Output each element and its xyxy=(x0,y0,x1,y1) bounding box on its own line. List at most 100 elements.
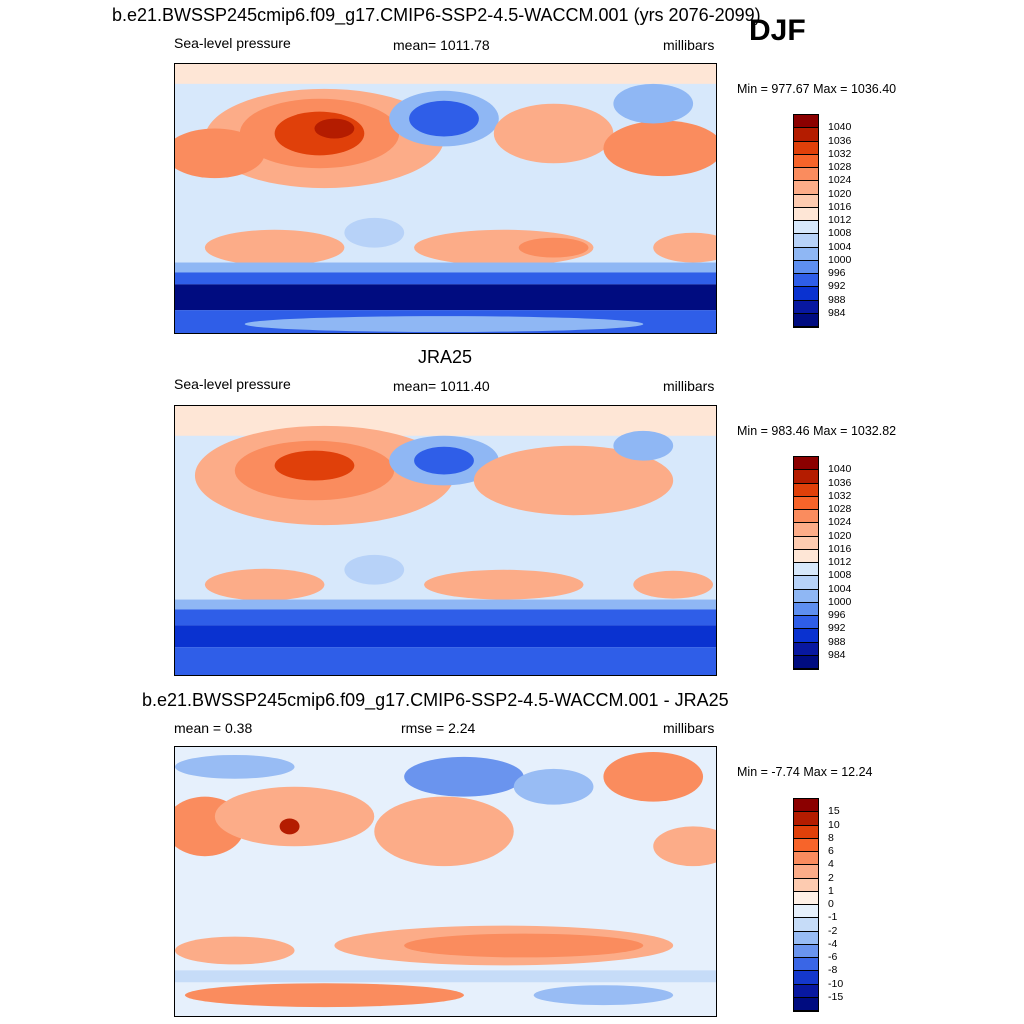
colorbar-swatch xyxy=(794,825,818,839)
colorbar-tick-label: -1 xyxy=(828,911,838,924)
colorbar-swatch xyxy=(794,905,818,919)
colorbar-swatch xyxy=(794,128,818,142)
colorbar-tick-label: 8 xyxy=(828,831,834,844)
colorbar-swatch xyxy=(794,812,818,826)
panel-1-mean-label: mean= 1011.78 xyxy=(393,37,490,53)
colorbar-swatch xyxy=(794,181,818,195)
colorbar-tick-label: 988 xyxy=(828,293,846,306)
colorbar-swatch xyxy=(794,563,818,577)
colorbar-tick-label: 1016 xyxy=(828,542,852,555)
panel-3-map xyxy=(174,746,717,1017)
colorbar-swatch xyxy=(794,852,818,866)
colorbar-tick-label: 6 xyxy=(828,845,834,857)
colorbar-swatch xyxy=(794,234,818,248)
panel-3-colorbar xyxy=(793,798,819,1012)
colorbar-swatch xyxy=(794,115,818,129)
colorbar-swatch xyxy=(794,194,818,208)
panel-2-minmax: Min = 983.46 Max = 1032.82 xyxy=(737,424,897,438)
panel-3-rmse-label: rmse = 2.24 xyxy=(401,720,476,736)
panel-1-title: b.e21.BWSSP245cmip6.f09_g17.CMIP6-SSP2-4… xyxy=(112,5,761,25)
colorbar-swatch xyxy=(794,483,818,497)
colorbar-swatch xyxy=(794,221,818,235)
colorbar-swatch xyxy=(794,457,818,471)
panel-1-map-field xyxy=(175,64,716,333)
colorbar-swatch xyxy=(794,655,818,669)
panel-2-mean-label: mean= 1011.40 xyxy=(393,378,490,394)
colorbar-swatch xyxy=(794,313,818,327)
colorbar-swatch xyxy=(794,616,818,630)
colorbar-swatch xyxy=(794,141,818,155)
colorbar-swatch xyxy=(794,642,818,656)
colorbar-swatch xyxy=(794,287,818,301)
colorbar-swatch xyxy=(794,496,818,510)
colorbar-tick-label: 1024 xyxy=(828,174,852,187)
panel-2-title: JRA25 xyxy=(418,347,473,367)
panel-2-colorbar xyxy=(793,456,819,670)
colorbar-tick-label: 1028 xyxy=(828,503,852,515)
colorbar-tick-label: 1024 xyxy=(828,516,852,529)
colorbar-tick-label: 1 xyxy=(828,884,834,897)
colorbar-tick-label: 0 xyxy=(828,898,834,910)
colorbar-swatch xyxy=(794,891,818,905)
colorbar-tick-label: -10 xyxy=(828,977,844,990)
colorbar-tick-label: 1032 xyxy=(828,489,852,502)
colorbar-tick-label: 1020 xyxy=(828,529,852,542)
colorbar-swatch xyxy=(794,576,818,590)
colorbar-tick-label: 1040 xyxy=(828,121,852,134)
colorbar-swatch xyxy=(794,865,818,879)
colorbar-swatch xyxy=(794,958,818,972)
colorbar-tick-label: -2 xyxy=(828,924,838,937)
panel-3-title: b.e21.BWSSP245cmip6.f09_g17.CMIP6-SSP2-4… xyxy=(142,690,729,710)
colorbar-tick-label: 1012 xyxy=(828,214,852,226)
colorbar-swatch xyxy=(794,470,818,484)
panel-3-map-field xyxy=(175,747,716,1016)
colorbar-tick-label: 15 xyxy=(828,805,840,818)
colorbar-swatch xyxy=(794,300,818,314)
panel-1-map xyxy=(174,63,717,334)
colorbar-tick-label: -8 xyxy=(828,964,838,977)
panel-1-units-label: millibars xyxy=(663,37,715,53)
colorbar-tick-label: 10 xyxy=(828,818,840,831)
colorbar-tick-label: 1008 xyxy=(828,227,852,240)
colorbar-tick-label: 984 xyxy=(828,648,846,661)
colorbar-tick-label: 992 xyxy=(828,280,846,293)
colorbar-swatch xyxy=(794,997,818,1011)
colorbar-tick-label: 1016 xyxy=(828,200,852,213)
colorbar-tick-label: 1004 xyxy=(828,240,852,253)
colorbar-tick-label: -4 xyxy=(828,937,838,950)
colorbar-swatch xyxy=(794,549,818,563)
colorbar-tick-label: 4 xyxy=(828,858,834,871)
colorbar-tick-label: 996 xyxy=(828,609,846,621)
colorbar-tick-label: 1004 xyxy=(828,582,852,595)
colorbar-swatch xyxy=(794,523,818,537)
panel-2-variable-label: Sea-level pressure xyxy=(174,376,291,392)
panel-2-units-label: millibars xyxy=(663,378,715,394)
colorbar-swatch xyxy=(794,931,818,945)
panel-1-variable-label: Sea-level pressure xyxy=(174,35,291,51)
colorbar-swatch xyxy=(794,260,818,274)
colorbar-swatch xyxy=(794,799,818,813)
panel-1-minmax: Min = 977.67 Max = 1036.40 xyxy=(737,82,897,96)
colorbar-swatch xyxy=(794,536,818,550)
panel-2-map xyxy=(174,405,717,676)
colorbar-swatch xyxy=(794,274,818,288)
colorbar-tick-label: 1012 xyxy=(828,556,852,568)
colorbar-tick-label: 1036 xyxy=(828,134,852,147)
colorbar-swatch xyxy=(794,629,818,643)
colorbar-tick-label: 1000 xyxy=(828,595,852,608)
colorbar-swatch xyxy=(794,984,818,998)
panel-3-mean-label: mean = 0.38 xyxy=(174,720,253,736)
colorbar-swatch xyxy=(794,971,818,985)
colorbar-tick-label: 992 xyxy=(828,622,846,635)
colorbar-swatch xyxy=(794,944,818,958)
colorbar-tick-label: 1040 xyxy=(828,463,852,476)
colorbar-swatch xyxy=(794,247,818,261)
colorbar-swatch xyxy=(794,918,818,932)
colorbar-tick-label: 1000 xyxy=(828,253,852,266)
colorbar-tick-label: 1008 xyxy=(828,569,852,582)
colorbar-tick-label: 1036 xyxy=(828,476,852,489)
colorbar-tick-label: 984 xyxy=(828,306,846,319)
colorbar-swatch xyxy=(794,510,818,524)
colorbar-tick-label: 988 xyxy=(828,635,846,648)
colorbar-swatch xyxy=(794,207,818,221)
